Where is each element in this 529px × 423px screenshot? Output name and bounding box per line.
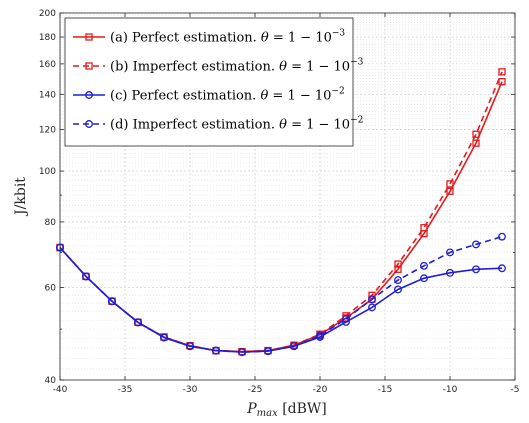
legend-box xyxy=(64,17,354,147)
y-tick-label: 160 xyxy=(39,60,56,70)
data-point xyxy=(498,68,506,76)
data-point xyxy=(394,265,402,273)
legend-swatch-marker xyxy=(85,33,93,41)
data-point xyxy=(108,297,116,306)
data-point xyxy=(446,180,454,188)
legend-label: (d) Imperfect estimation. θ = 1 − 10−2 xyxy=(110,116,363,133)
data-point xyxy=(368,295,376,304)
data-point xyxy=(82,272,90,281)
data-point xyxy=(498,264,506,273)
legend-label: (b) Imperfect estimation. θ = 1 − 10−3 xyxy=(110,58,364,75)
legend-entry: (a) Perfect estimation. θ = 1 − 10−3 xyxy=(73,29,345,46)
series-line xyxy=(59,235,503,353)
data-point xyxy=(420,261,428,270)
data-point xyxy=(394,276,402,285)
legend-entry: (b) Imperfect estimation. θ = 1 − 10−3 xyxy=(73,58,364,75)
data-point xyxy=(472,139,480,147)
data-point xyxy=(420,274,428,283)
data-point xyxy=(134,318,142,327)
ticks xyxy=(59,12,516,381)
data-point xyxy=(394,260,402,268)
legend-label: (a) Perfect estimation. θ = 1 − 10−3 xyxy=(110,29,345,46)
series-4 xyxy=(56,232,506,357)
data-point xyxy=(212,346,220,355)
data-point xyxy=(316,331,324,340)
legend-entry: (d) Imperfect estimation. θ = 1 − 10−2 xyxy=(73,116,363,133)
legend-swatch-marker xyxy=(85,62,93,70)
data-point xyxy=(394,285,402,294)
y-tick-label: 60 xyxy=(45,284,57,294)
y-tick-label: 100 xyxy=(39,167,56,177)
legend: (a) Perfect estimation. θ = 1 − 10−3 (b) … xyxy=(64,17,364,147)
data-point xyxy=(498,232,506,241)
data-point xyxy=(472,240,480,249)
data-point xyxy=(160,333,168,342)
x-tick-label: -5 xyxy=(511,385,520,395)
x-tick-label: -30 xyxy=(183,385,198,395)
data-point xyxy=(472,265,480,274)
y-axis-label: J/kbit xyxy=(13,177,29,217)
data-point xyxy=(498,78,506,86)
data-point xyxy=(290,342,298,351)
data-point xyxy=(186,342,194,351)
x-tick-label: -10 xyxy=(443,385,458,395)
y-tick-label: 80 xyxy=(45,218,57,228)
plot-frame xyxy=(59,12,516,381)
x-tick-label: -35 xyxy=(118,385,133,395)
data-point xyxy=(238,348,246,357)
data-point xyxy=(420,224,428,232)
x-tick-label: -20 xyxy=(313,385,328,395)
y-tick-label: 140 xyxy=(39,90,56,100)
tick-labels: -40 -35 -30 -25 -20 -15 -10 -5 40 60 80 100 120 140 16… xyxy=(39,9,520,395)
legend-swatch-marker xyxy=(85,120,93,128)
y-tick-label: 200 xyxy=(39,9,56,19)
x-tick-label: -25 xyxy=(248,385,263,395)
data-point xyxy=(446,248,454,257)
legend-label: (c) Perfect estimation. θ = 1 − 10−2 xyxy=(110,87,345,104)
legend-entry: (c) Perfect estimation. θ = 1 − 10−2 xyxy=(73,87,345,104)
x-axis-label: Pmax [dBW] xyxy=(246,401,327,419)
series-layer xyxy=(56,68,506,357)
x-tick-label: -40 xyxy=(53,385,68,395)
y-tick-label: 180 xyxy=(39,33,56,43)
y-tick-label: 40 xyxy=(45,376,57,386)
data-point xyxy=(446,187,454,195)
data-point xyxy=(342,314,350,323)
data-point xyxy=(264,347,272,356)
data-point xyxy=(368,303,376,312)
legend-swatch-marker xyxy=(85,91,93,99)
x-tick-label: -15 xyxy=(378,385,393,395)
y-tick-label: 120 xyxy=(39,125,56,135)
data-point xyxy=(472,130,480,138)
data-point xyxy=(446,268,454,277)
